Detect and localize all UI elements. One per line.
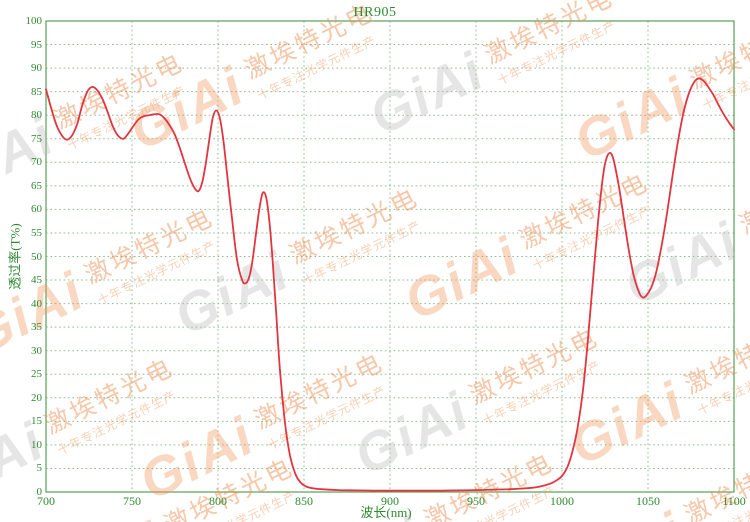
y-tick-label: 55: [31, 226, 42, 239]
y-tick-label: 10: [31, 438, 42, 451]
y-tick-label: 100: [25, 15, 43, 27]
y-tick-label: 0: [36, 486, 43, 498]
y-tick-label: 20: [31, 391, 42, 404]
chart-title: HR905: [353, 5, 397, 20]
y-tick-label: 95: [31, 38, 42, 51]
y-tick-label: 60: [31, 203, 42, 216]
y-tick-label: 70: [31, 156, 42, 169]
x-tick-label: 800: [209, 494, 227, 508]
y-tick-label: 50: [31, 250, 42, 263]
y-tick-label: 85: [31, 85, 42, 98]
y-tick-label: 45: [31, 274, 42, 287]
x-tick-label: 1000: [550, 494, 574, 508]
x-tick-label: 900: [381, 494, 399, 508]
y-tick-label: 65: [31, 179, 42, 192]
y-tick-label: 40: [31, 297, 42, 310]
y-tick-label: 15: [31, 415, 42, 428]
x-tick-label: 850: [295, 494, 313, 508]
x-tick-label: 750: [123, 494, 141, 508]
x-tick-label: 1100: [722, 494, 746, 508]
y-tick-label: 25: [31, 368, 42, 381]
y-tick-label: 5: [36, 462, 43, 475]
y-tick-label: 30: [31, 344, 42, 357]
y-tick-label: 90: [31, 62, 42, 75]
y-tick-label: 35: [31, 321, 42, 334]
x-tick-label: 1050: [636, 494, 660, 508]
plot-border: [45, 20, 735, 493]
y-tick-label: 80: [31, 109, 42, 122]
transmittance-curve: [45, 77, 735, 492]
x-tick-label: 700: [37, 494, 55, 508]
x-tick-label: 950: [467, 494, 485, 508]
x-axis-title: 波长(nm): [360, 505, 412, 520]
y-tick-label: 75: [31, 132, 42, 145]
